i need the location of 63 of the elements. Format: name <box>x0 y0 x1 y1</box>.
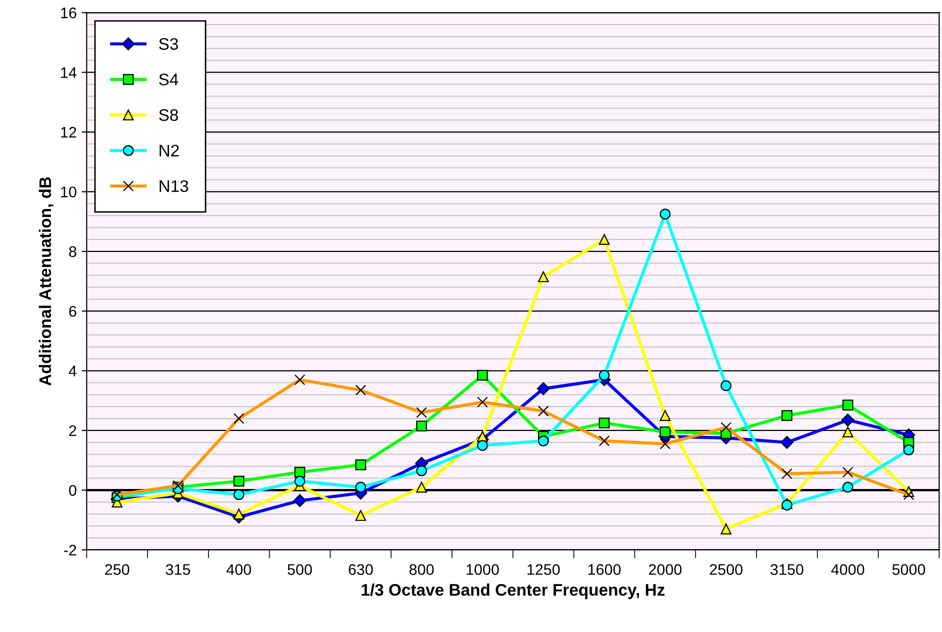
point <box>416 420 427 432</box>
point <box>416 482 427 493</box>
y-tick-label: 14 <box>61 67 76 78</box>
y-tick-label: 4 <box>68 366 76 376</box>
point <box>842 426 854 438</box>
point <box>780 436 794 449</box>
x-tick-label: 250 <box>105 564 130 575</box>
point <box>598 370 610 381</box>
point <box>598 418 610 428</box>
point <box>233 508 244 520</box>
point <box>355 482 366 493</box>
x-tick-label: 1000 <box>466 564 499 575</box>
legend-label: S3 <box>159 38 178 50</box>
y-tick-label: 12 <box>61 126 76 138</box>
point <box>538 435 549 446</box>
legend-label: S4 <box>159 74 178 86</box>
x-tick-label: 5000 <box>892 564 926 575</box>
y-tick-label: 2 <box>69 425 76 436</box>
point <box>536 382 550 396</box>
point <box>233 476 244 487</box>
point <box>293 494 306 508</box>
legend-label: S8 <box>159 109 178 121</box>
x-tick-label: 1250 <box>528 564 560 575</box>
y-tick-label: 16 <box>61 8 76 18</box>
point <box>720 380 732 392</box>
y-tick-label: 8 <box>69 246 76 258</box>
point <box>782 500 792 510</box>
point <box>598 234 610 245</box>
point <box>294 476 306 487</box>
point <box>477 370 488 381</box>
y-tick-label: 0 <box>69 485 76 496</box>
y-tick-label: 10 <box>61 186 76 198</box>
point <box>355 510 366 521</box>
point <box>660 208 671 220</box>
point <box>355 459 366 470</box>
x-tick-label: 630 <box>348 564 373 575</box>
x-tick-label: 1600 <box>588 564 621 575</box>
x-tick-label: 800 <box>410 564 434 575</box>
x-tick-label: 500 <box>288 564 312 575</box>
point <box>782 410 792 421</box>
x-tick-label: 315 <box>166 564 190 575</box>
x-tick-label: 2500 <box>710 564 742 575</box>
legend-label: N13 <box>160 180 188 192</box>
legend-label: N2 <box>160 144 179 156</box>
x-tick-label: 4000 <box>831 564 864 575</box>
x-axis-title: 1/3 Octave Band Center Frequency, Hz <box>362 584 665 600</box>
point <box>233 489 244 500</box>
point <box>416 465 427 476</box>
x-tick-label: 3150 <box>770 564 804 575</box>
x-tick-label: 400 <box>226 564 252 575</box>
point <box>903 444 914 456</box>
point <box>841 414 854 426</box>
y-tick-label: -2 <box>64 544 76 556</box>
point <box>538 271 549 282</box>
y-tick-label: 6 <box>69 306 76 317</box>
point <box>842 482 854 493</box>
point <box>477 440 488 451</box>
point <box>720 524 732 534</box>
point <box>842 400 854 411</box>
point <box>660 426 671 438</box>
point <box>660 410 671 421</box>
x-tick-label: 2000 <box>648 564 682 575</box>
y-axis-title: Additional Attenuation, dB <box>38 177 54 386</box>
